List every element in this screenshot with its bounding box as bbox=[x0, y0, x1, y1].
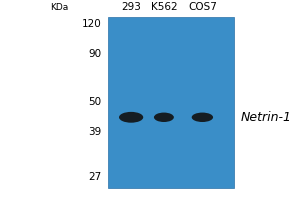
Text: K562: K562 bbox=[151, 2, 177, 12]
Text: COS7: COS7 bbox=[188, 2, 217, 12]
Ellipse shape bbox=[154, 113, 174, 122]
Text: Netrin-1: Netrin-1 bbox=[241, 111, 292, 124]
Ellipse shape bbox=[119, 112, 143, 123]
Text: 120: 120 bbox=[81, 19, 101, 29]
Ellipse shape bbox=[192, 113, 213, 122]
Text: 39: 39 bbox=[88, 127, 101, 137]
Text: KDa: KDa bbox=[50, 3, 68, 12]
Bar bbox=[108, 17, 234, 188]
Text: 50: 50 bbox=[88, 97, 101, 107]
Text: 27: 27 bbox=[88, 172, 101, 182]
Text: 293: 293 bbox=[121, 2, 141, 12]
Text: 90: 90 bbox=[88, 49, 101, 59]
